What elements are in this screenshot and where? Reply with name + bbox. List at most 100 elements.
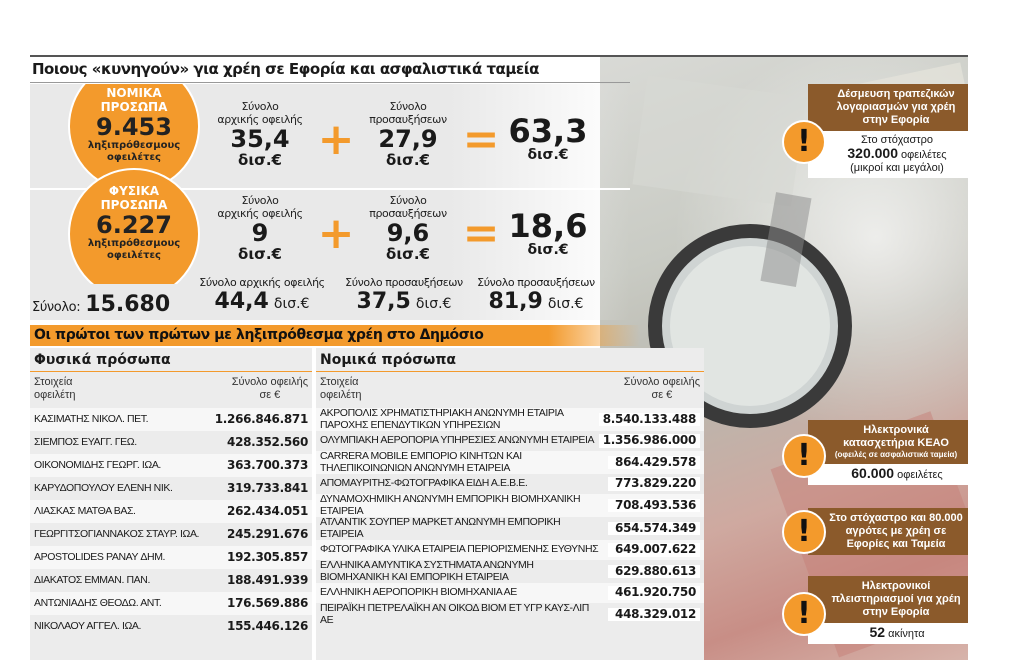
debtor-name: ΛΙΑΣΚΑΣ ΜΑΤΘΑ ΒΑΣ. <box>34 504 136 517</box>
total-legal: 63,3 δισ.€ <box>503 115 593 163</box>
total-natural: 18,6 δισ.€ <box>503 210 593 258</box>
page-title: Ποιους «κυνηγούν» για χρέη σε Εφορία και… <box>32 60 539 78</box>
exclamation-icon: ! <box>782 592 826 636</box>
unit: δισ.€ <box>238 151 282 169</box>
caption: Σύνολο <box>389 194 427 207</box>
grand-total: Σύνολο προσαυξήσεων 81,9 δισ.€ <box>472 276 600 314</box>
debtor-name: ΠΕΙΡΑΪΚΗ ΠΕΤΡΕΛΑΪΚΗ ΑΝ ΟΙΚΟΔ ΒΙΟΜ ΕΤ ΥΓΡ… <box>320 602 589 626</box>
value: 9,6 <box>386 219 430 247</box>
debt-amount: 188.491.939 <box>227 572 308 587</box>
table-row: ΣΙΕΜΠΟΣ ΕΥΑΓΓ. ΓΕΩ. 428.352.560 <box>30 431 312 454</box>
callout-auctions: Ηλεκτρονικοί πλειστηριασμοί για χρέη στη… <box>808 576 968 644</box>
value: 9 <box>251 219 269 247</box>
debtor-name: ΚΑΡΥΔΟΠΟΥΛΟΥ ΕΛΕΝΗ ΝΙΚ. <box>34 481 173 494</box>
value: 15.680 <box>85 292 171 317</box>
debtor-name: APOSTOLIDES PANAY ΔΗΜ. <box>34 550 166 563</box>
column-header: οφειλέτη <box>320 389 362 401</box>
table-row: ΛΙΑΣΚΑΣ ΜΑΤΘΑ ΒΑΣ. 262.434.051 <box>30 500 312 523</box>
table-row: CARRERA MOBILE ΕΜΠΟΡΙΟ ΚΙΝΗΤΩΝ ΚΑΙ ΤΗΛΕΠ… <box>316 450 704 474</box>
caption: Σύνολο προσαυξήσεων <box>477 276 595 289</box>
column-header: σε € <box>259 389 281 401</box>
debtor-name: ΕΛΛΗΝΙΚΗ ΑΕΡΟΠΟΡΙΚΗ ΒΙΟΜΗΧΑΝΙΑ ΑΕ <box>320 586 517 599</box>
unit: δισ.€ <box>547 296 584 312</box>
unit: δισ.€ <box>386 151 430 169</box>
exclamation-icon: ! <box>782 120 826 164</box>
debtor-name: ΑΚΡΟΠΟΛΙΣ ΧΡΗΜΑΤΙΣΤΗΡΙΑΚΗ ΑΝΩΝΥΜΗ ΕΤΑΙΡΙ… <box>320 407 564 431</box>
table-row: ΑΤΛΑΝΤΙΚ ΣΟΥΠΕΡ ΜΑΡΚΕΤ ΑΝΩΝΥΜΗ ΕΜΠΟΡΙΚΗ … <box>316 516 704 540</box>
debt-amount: 262.434.051 <box>227 503 308 518</box>
debt-amount: 1.266.846.871 <box>214 411 309 426</box>
table-row: ΟΛΥΜΠΙΑΚΗ ΑΕΡΟΠΟΡΙΑ ΥΠΗΡΕΣΙΕΣ ΑΝΩΝΥΜΗ ΕΤ… <box>316 431 704 451</box>
debtor-name: ΟΙΚΟΝΟΜΙΔΗΣ ΓΕΩΡΓ. ΙΩΑ. <box>34 458 161 471</box>
equals-icon: = <box>462 114 500 165</box>
natural-persons-table: Φυσικά πρόσωπα Στοιχεία οφειλέτη Σύνολο ο… <box>30 348 312 660</box>
table-row: ΟΙΚΟΝΟΜΙΔΗΣ ΓΕΩΡΓ. ΙΩΑ. 363.700.373 <box>30 454 312 477</box>
debt-amount: 654.574.349 <box>608 521 700 536</box>
table-row: ΠΕΙΡΑΪΚΗ ΠΕΤΡΕΛΑΪΚΗ ΑΝ ΟΙΚΟΔ ΒΙΟΜ ΕΤ ΥΓΡ… <box>316 602 704 626</box>
debt-amount: 192.305.857 <box>227 549 308 564</box>
plus-icon: + <box>317 114 355 165</box>
column-headers: Στοιχεία οφειλέτη Σύνολο οφειλής σε € <box>316 372 704 408</box>
callout-text: οφειλέτες <box>901 149 947 161</box>
debtor-name: ΔΙΑΚΑΤΟΣ ΕΜΜΑΝ. ΠΑΝ. <box>34 573 150 586</box>
debt-amount: 155.446.126 <box>227 618 308 633</box>
debt-amount: 461.920.750 <box>608 586 700 600</box>
debtor-name: CARRERA MOBILE ΕΜΠΟΡΙΟ ΚΙΝΗΤΩΝ ΚΑΙ ΤΗΛΕΠ… <box>320 450 522 474</box>
value: 35,4 <box>230 125 290 153</box>
badge-label: ΦΥΣΙΚΑ <box>108 184 160 198</box>
value: 18,6 <box>508 207 588 245</box>
unit: δισ.€ <box>527 242 569 258</box>
table-row: ΚΑΣΙΜΑΤΗΣ ΝΙΚΟΛ. ΠΕΤ. 1.266.846.871 <box>30 408 312 431</box>
table-row: ΦΩΤΟΓΡΑΦΙΚΑ ΥΛΙΚΑ ΕΤΑΙΡΕΙΑ ΠΕΡΙΟΡΙΣΜΕΝΗΣ… <box>316 540 704 560</box>
callout-heading: Στο στόχαστρο και 80.000 αγρότες με χρέη… <box>808 508 968 555</box>
column-header: οφειλέτη <box>34 389 76 401</box>
caption: προσαυξήσεων <box>369 207 447 220</box>
debt-amount: 245.291.676 <box>227 526 308 541</box>
debt-amount: 448.329.012 <box>608 607 700 622</box>
value: 63,3 <box>508 112 588 150</box>
caption: αρχικής οφειλής <box>217 207 303 220</box>
debtor-name: ΔΥΝΑΜΟΧΗΜΙΚΗ ΑΝΩΝΥΜΗ ΕΜΠΟΡΙΚΗ ΒΙΟΜΗΧΑΝΙΚ… <box>320 493 581 517</box>
badge-label: ΠΡΟΣΩΠΑ <box>100 100 168 114</box>
surcharge-natural: Σύνολο προσαυξήσεων 9,6 δισ.€ <box>356 194 460 263</box>
value: 81,9 <box>488 289 543 314</box>
callout-text: ακίνητα <box>888 628 925 640</box>
value: 37,5 <box>356 289 411 314</box>
badge-sub: ληξιπρόθεσμους <box>87 238 181 249</box>
column-header: Στοιχεία <box>34 376 73 388</box>
legal-persons-table: Νομικά πρόσωπα Στοιχεία οφειλέτη Σύνολο ο… <box>316 348 704 660</box>
value: 44,4 <box>214 289 269 314</box>
callout-text: οφειλέτες <box>897 469 943 481</box>
column-header: Σύνολο οφειλής <box>623 376 700 388</box>
debtor-name: ΑΠΟΜΑΥΡΙΤΗΣ-ΦΩΤΟΓΡΑΦΙΚΑ ΕΙΔΗ Α.Ε.Β.Ε. <box>320 477 528 490</box>
total-initial: Σύνολο αρχικής οφειλής 44,4 δισ.€ <box>188 276 336 314</box>
badge-count: 6.227 <box>96 211 172 239</box>
table-row: ΕΛΛΗΝΙΚΗ ΑΕΡΟΠΟΡΙΚΗ ΒΙΟΜΗΧΑΝΙΑ ΑΕ 461.920… <box>316 583 704 603</box>
table-row: ΚΑΡΥΔΟΠΟΥΛΟΥ ΕΛΕΝΗ ΝΙΚ. 319.733.841 <box>30 477 312 500</box>
badge-label: ΝΟΜΙΚΑ <box>106 86 162 100</box>
surcharge-legal: Σύνολο προσαυξήσεων 27,9 δισ.€ <box>356 100 460 169</box>
table-row: ΑΠΟΜΑΥΡΙΤΗΣ-ΦΩΤΟΓΡΑΦΙΚΑ ΕΙΔΗ Α.Ε.Β.Ε. 773… <box>316 474 704 494</box>
unit: δισ.€ <box>273 296 310 312</box>
debtor-name: ΑΤΛΑΝΤΙΚ ΣΟΥΠΕΡ ΜΑΡΚΕΤ ΑΝΩΝΥΜΗ ΕΜΠΟΡΙΚΗ … <box>320 516 561 540</box>
initial-debt-legal: Σύνολο αρχικής οφειλής 35,4 δισ.€ <box>205 100 315 169</box>
badge-area: ΝΟΜΙΚΑ ΠΡΟΣΩΠΑ 9.453 ληξιπρόθεσμους οφει… <box>30 84 230 284</box>
debt-amount: 708.493.536 <box>608 498 700 513</box>
section-bar: Οι πρώτοι των πρώτων με ληξιπρόθεσμα χρέ… <box>30 325 640 346</box>
caption: Σύνολο αρχικής οφειλής <box>199 276 325 289</box>
plus-icon: + <box>317 208 355 259</box>
debt-amount: 649.007.622 <box>608 543 700 557</box>
table-row: ΔΙΑΚΑΤΟΣ ΕΜΜΑΝ. ΠΑΝ. 188.491.939 <box>30 569 312 592</box>
callout-number: 320.000 <box>847 145 898 161</box>
badge-count: 9.453 <box>96 113 172 141</box>
debt-amount: 319.733.841 <box>227 480 308 495</box>
debt-amount: 363.700.373 <box>227 457 308 472</box>
column-header: Σύνολο οφειλής <box>231 376 308 388</box>
table-row: ΑΚΡΟΠΟΛΙΣ ΧΡΗΜΑΤΙΣΤΗΡΙΑΚΗ ΑΝΩΝΥΜΗ ΕΤΑΙΡΙ… <box>316 407 704 431</box>
top-rule <box>30 55 968 57</box>
callout-heading: Δέσμευση τραπεζικών λογαριασμών για χρέη… <box>808 84 968 131</box>
exclamation-icon: ! <box>782 434 826 478</box>
unit: δισ.€ <box>527 147 569 163</box>
badge-sub: οφειλέτες <box>107 250 161 261</box>
table-heading: Νομικά πρόσωπα <box>316 348 704 372</box>
